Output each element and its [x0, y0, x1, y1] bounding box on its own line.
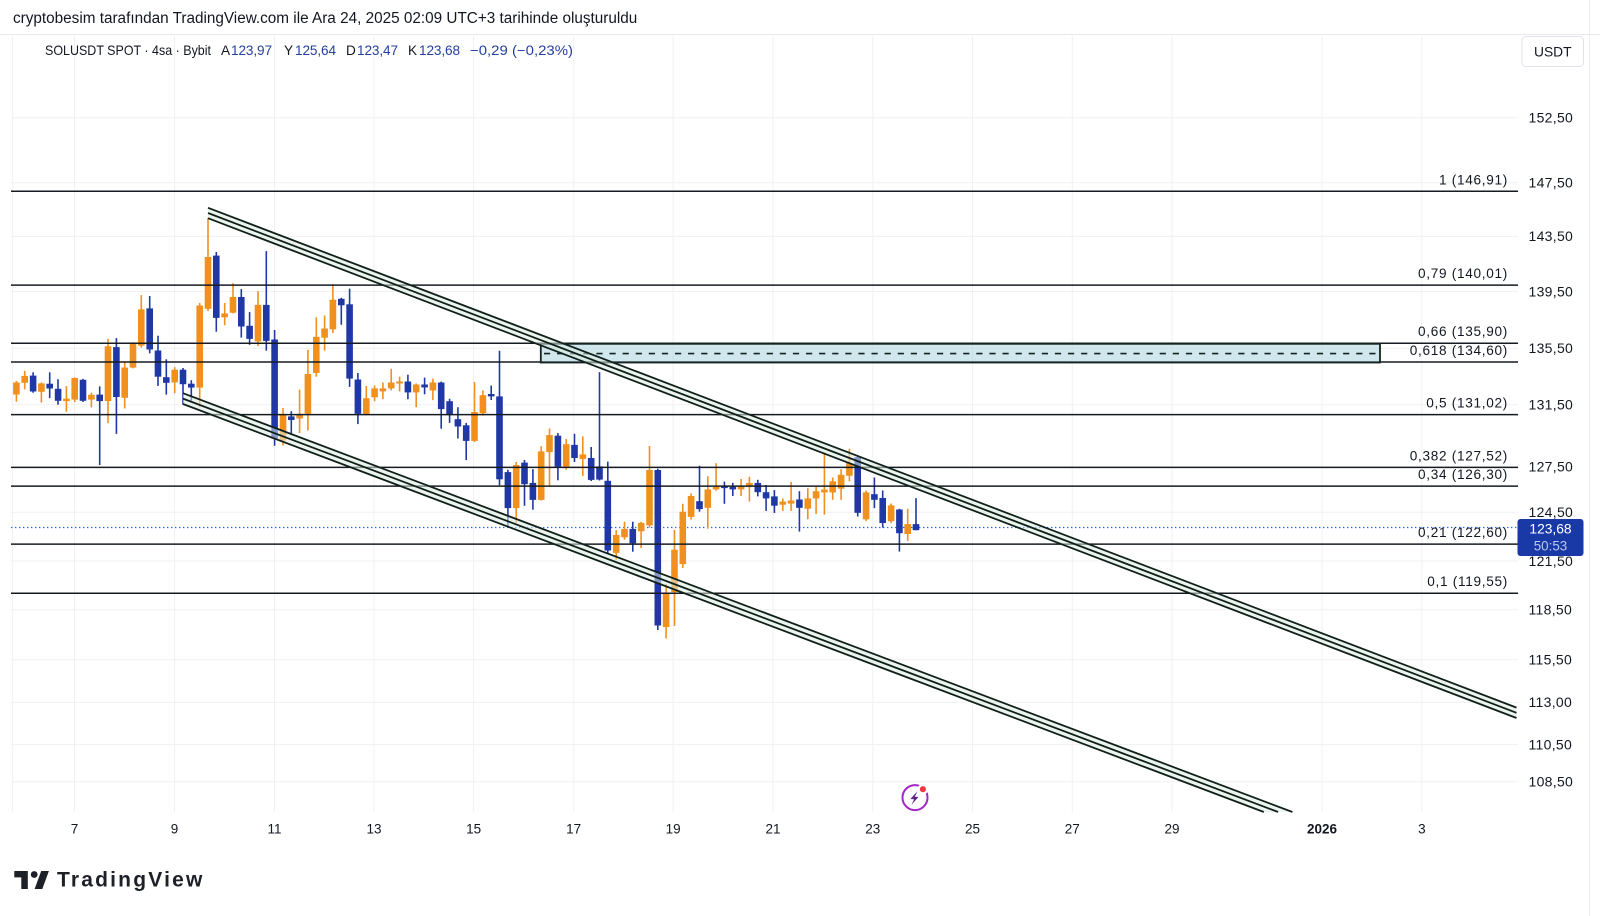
svg-text:A: A	[221, 43, 231, 58]
svg-text:29: 29	[1164, 822, 1179, 837]
svg-text:21: 21	[765, 822, 780, 837]
svg-text:127,50: 127,50	[1529, 459, 1574, 475]
svg-text:−0,29 (−0,23%): −0,29 (−0,23%)	[470, 43, 573, 58]
svg-text:123,68: 123,68	[419, 43, 460, 58]
svg-text:123,47: 123,47	[357, 43, 398, 58]
svg-text:108,50: 108,50	[1529, 774, 1574, 790]
svg-text:118,50: 118,50	[1529, 602, 1573, 618]
svg-text:0,382 (127,52): 0,382 (127,52)	[1410, 448, 1508, 463]
svg-text:110,50: 110,50	[1529, 736, 1573, 752]
svg-text:27: 27	[1065, 822, 1080, 837]
svg-text:7: 7	[71, 822, 79, 837]
svg-text:Y: Y	[284, 43, 293, 58]
svg-text:124,50: 124,50	[1529, 504, 1574, 520]
svg-text:cryptobesim tarafından Trading: cryptobesim tarafından TradingView.com i…	[13, 10, 637, 27]
svg-text:115,50: 115,50	[1529, 652, 1573, 668]
svg-text:152,50: 152,50	[1529, 110, 1574, 126]
svg-text:D: D	[346, 43, 356, 58]
svg-text:121,50: 121,50	[1529, 553, 1574, 569]
svg-text:0,34 (126,30): 0,34 (126,30)	[1418, 467, 1508, 482]
svg-text:23: 23	[865, 822, 880, 837]
svg-text:131,50: 131,50	[1529, 397, 1574, 413]
svg-text:0,79 (140,01): 0,79 (140,01)	[1418, 266, 1508, 281]
svg-text:0,1 (119,55): 0,1 (119,55)	[1427, 574, 1508, 589]
svg-text:TradingView: TradingView	[57, 869, 205, 892]
svg-text:15: 15	[466, 822, 481, 837]
svg-text:125,64: 125,64	[295, 43, 336, 58]
svg-text:3: 3	[1418, 822, 1426, 837]
svg-text:147,50: 147,50	[1529, 175, 1574, 191]
svg-text:0,618 (134,60): 0,618 (134,60)	[1410, 343, 1508, 358]
svg-text:9: 9	[171, 822, 179, 837]
svg-text:17: 17	[566, 822, 581, 837]
svg-text:2026: 2026	[1307, 822, 1338, 837]
svg-text:SOLUSDT SPOT · 4sa · Bybit: SOLUSDT SPOT · 4sa · Bybit	[45, 43, 211, 58]
svg-text:143,50: 143,50	[1529, 228, 1574, 244]
svg-text:0,66 (135,90): 0,66 (135,90)	[1418, 324, 1508, 339]
svg-text:19: 19	[666, 822, 681, 837]
svg-text:K: K	[408, 43, 417, 58]
svg-text:0,5 (131,02): 0,5 (131,02)	[1426, 396, 1508, 411]
svg-text:135,50: 135,50	[1529, 340, 1574, 356]
svg-text:11: 11	[267, 822, 281, 837]
svg-text:USDT: USDT	[1534, 45, 1572, 60]
svg-text:123,97: 123,97	[231, 43, 272, 58]
svg-text:50:53: 50:53	[1534, 539, 1568, 554]
svg-text:13: 13	[366, 822, 381, 837]
svg-text:139,50: 139,50	[1529, 283, 1574, 299]
svg-text:123,68: 123,68	[1529, 522, 1572, 537]
svg-text:1 (146,91): 1 (146,91)	[1439, 172, 1508, 187]
svg-text:113,00: 113,00	[1529, 694, 1573, 710]
svg-text:25: 25	[965, 822, 980, 837]
svg-text:0,21 (122,60): 0,21 (122,60)	[1418, 525, 1508, 540]
